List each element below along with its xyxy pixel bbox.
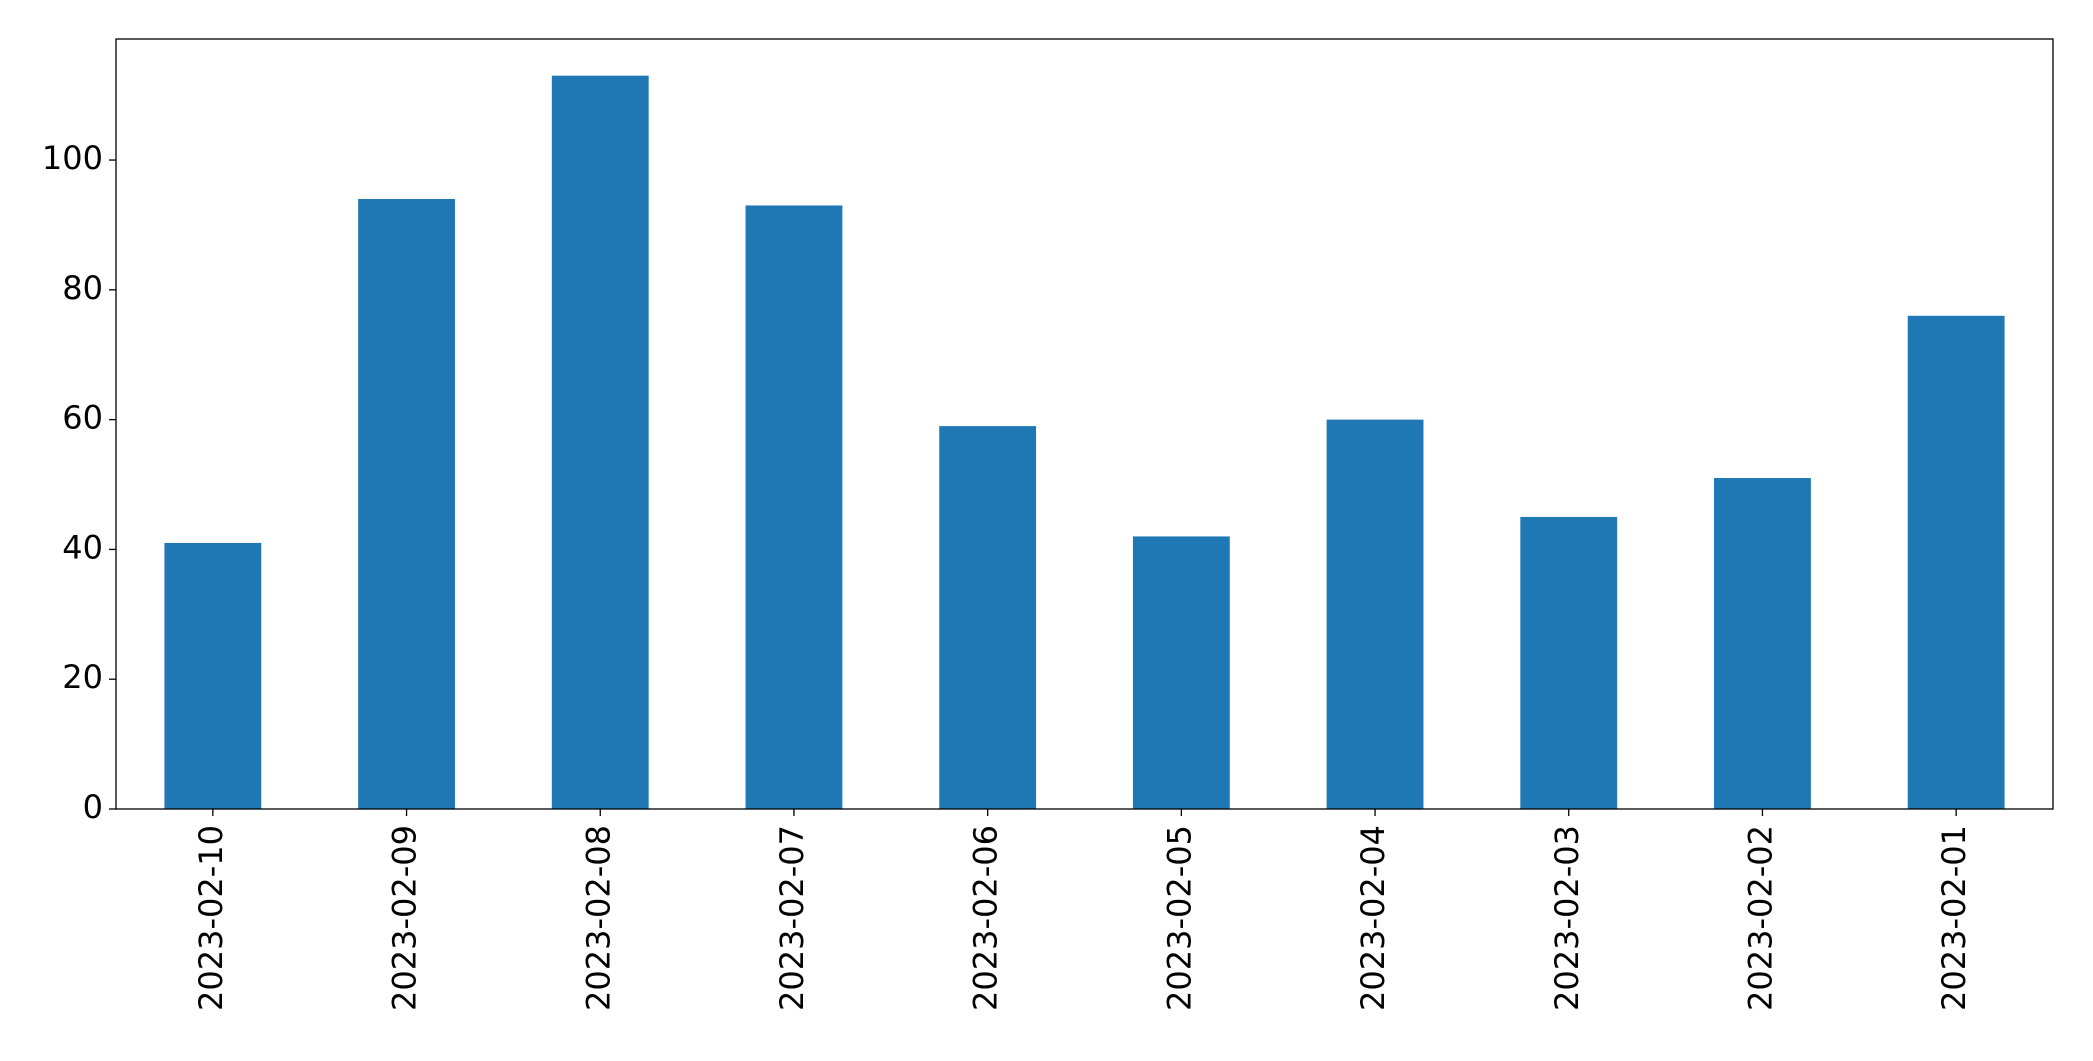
bar	[164, 542, 262, 809]
plot-frame	[115, 38, 2054, 810]
bar	[551, 75, 649, 809]
y-tick-label: 80	[62, 269, 103, 307]
x-tick-label: 2023-02-07	[773, 825, 811, 1011]
y-tick-label: 0	[83, 788, 103, 826]
x-tick-label: 2023-02-09	[386, 825, 424, 1011]
x-tick-label: 2023-02-05	[1160, 825, 1198, 1011]
y-tick-label: 40	[62, 528, 103, 566]
x-tick-label: 2023-02-08	[579, 825, 617, 1011]
bar	[939, 426, 1037, 809]
y-tick-label: 100	[42, 139, 103, 177]
bar	[1132, 536, 1230, 809]
y-tick-label: 60	[62, 399, 103, 437]
bar	[745, 205, 843, 809]
x-tick-label: 2023-02-02	[1741, 825, 1779, 1011]
x-tick-label: 2023-02-01	[1935, 825, 1973, 1011]
x-tick-label: 2023-02-10	[192, 825, 230, 1011]
bar	[1714, 478, 1811, 809]
y-tick-label: 20	[62, 658, 103, 696]
bar	[1907, 315, 2005, 809]
x-tick-label: 2023-02-06	[967, 825, 1005, 1011]
bar	[1520, 516, 1618, 809]
bar	[1326, 419, 1424, 809]
bar	[358, 198, 455, 809]
x-tick-label: 2023-02-03	[1548, 825, 1586, 1011]
x-tick-label: 2023-02-04	[1354, 825, 1392, 1011]
